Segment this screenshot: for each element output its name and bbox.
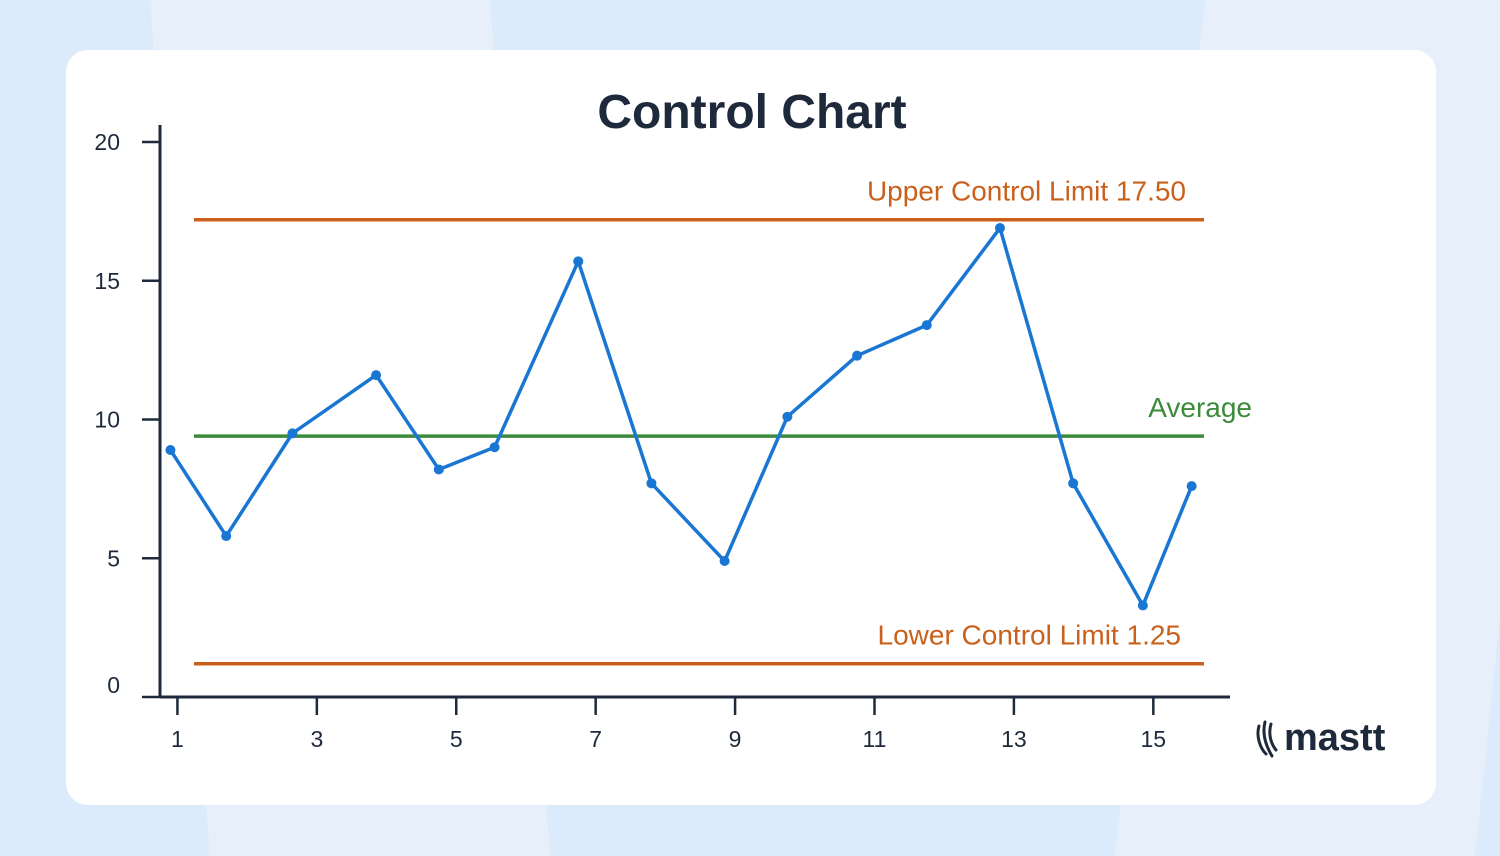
mastt-logo-icon [1256, 720, 1278, 758]
y-tick-label: 0 [107, 672, 120, 698]
data-point [1137, 600, 1148, 611]
data-point [287, 428, 298, 439]
x-tick-label: 11 [863, 726, 887, 752]
reference-line-label: Lower Control Limit 1.25 [878, 620, 1181, 651]
x-tick-label: 1 [171, 726, 184, 752]
data-point [1068, 478, 1079, 489]
y-tick-label: 10 [94, 407, 120, 433]
brand-logo: mastt [1256, 717, 1386, 759]
y-tick-label: 20 [94, 129, 120, 155]
chart-title: Control Chart [597, 86, 906, 139]
brand-name: mastt [1284, 717, 1386, 759]
x-tick-label: 7 [589, 726, 602, 752]
chart-card: Control Chart Upper Control Limit 17.50 A… [66, 50, 1436, 805]
data-point [489, 442, 500, 453]
control-chart: Control Chart Upper Control Limit 17.50 A… [94, 86, 1386, 759]
data-point [165, 445, 176, 456]
x-tick-label: 13 [1001, 726, 1027, 752]
data-point [221, 531, 232, 542]
series-line [168, 226, 1194, 608]
data-point [646, 478, 657, 489]
data-point [371, 370, 382, 381]
data-point [852, 350, 863, 361]
x-tick-label: 5 [450, 726, 463, 752]
series-group [165, 223, 1197, 611]
reference-line-label: Average [1148, 392, 1252, 423]
data-point [921, 320, 932, 331]
y-tick-label: 5 [107, 545, 120, 571]
y-tick-label: 15 [94, 268, 120, 294]
data-point [994, 223, 1005, 234]
data-point [719, 556, 730, 567]
x-tick-label: 3 [310, 726, 323, 752]
x-tick-label: 15 [1141, 726, 1167, 752]
data-point [1186, 481, 1197, 492]
data-point [782, 411, 793, 422]
x-tick-label: 9 [729, 726, 742, 752]
reference-line-label: Upper Control Limit 17.50 [867, 176, 1186, 207]
reference-lines: Upper Control Limit 17.50 Average Lower Co… [194, 176, 1252, 666]
data-point [433, 464, 444, 475]
data-point [573, 256, 584, 267]
